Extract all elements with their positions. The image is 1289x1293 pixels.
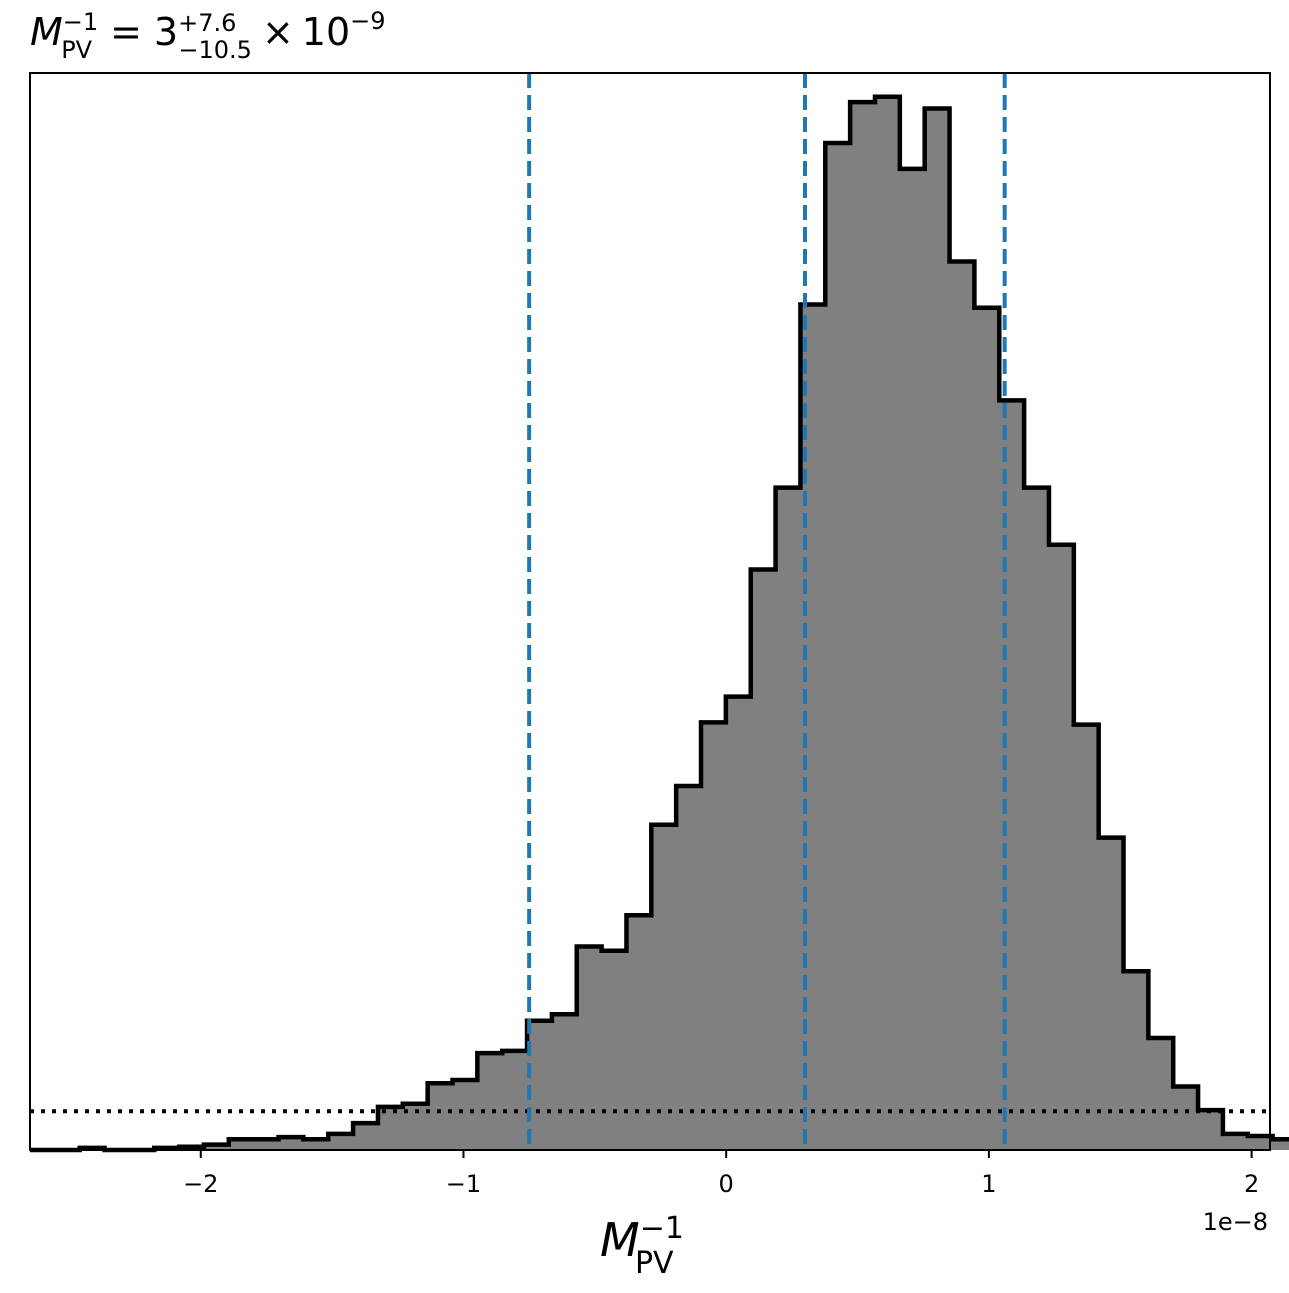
x-axis-ticks: −2 −1 0 1 2 bbox=[183, 1150, 1259, 1198]
histogram-bar bbox=[203, 1144, 230, 1150]
histogram-bar bbox=[1073, 724, 1100, 1150]
histogram-bar bbox=[850, 102, 876, 1151]
histogram-bar bbox=[253, 1139, 280, 1150]
histogram-bar bbox=[353, 1123, 379, 1150]
histogram-bar bbox=[924, 108, 951, 1150]
histogram-bar bbox=[427, 1083, 453, 1150]
histogram-bar bbox=[502, 1050, 528, 1150]
histogram-bar bbox=[1048, 544, 1075, 1150]
histogram-bar bbox=[1198, 1110, 1224, 1150]
histogram-bar bbox=[477, 1053, 503, 1150]
histogram-bar bbox=[527, 1020, 553, 1150]
histogram-bars bbox=[79, 96, 1289, 1151]
histogram-bar bbox=[551, 1014, 578, 1150]
histogram-bar bbox=[1247, 1135, 1274, 1150]
histogram-bar bbox=[1222, 1133, 1249, 1150]
histogram-bar bbox=[1098, 837, 1125, 1150]
x-tick-label: 0 bbox=[719, 1170, 734, 1198]
histogram-bar bbox=[974, 307, 1000, 1150]
histogram-bar bbox=[1123, 971, 1149, 1150]
histogram-bar bbox=[676, 785, 702, 1150]
histogram-bar bbox=[1173, 1086, 1199, 1150]
histogram-bar bbox=[377, 1106, 404, 1150]
histogram-bar bbox=[278, 1137, 304, 1150]
histogram-bar bbox=[1272, 1139, 1289, 1150]
histogram-bar bbox=[825, 143, 851, 1150]
x-axis-label: M−1 PV bbox=[600, 1211, 684, 1281]
histogram-bar bbox=[626, 915, 652, 1150]
x-tick-label: −1 bbox=[446, 1170, 481, 1198]
histogram-bar bbox=[899, 168, 926, 1150]
histogram-bar bbox=[775, 487, 801, 1150]
histogram-bar bbox=[874, 96, 901, 1151]
histogram-bar bbox=[576, 946, 603, 1150]
histogram-bar bbox=[328, 1133, 354, 1150]
histogram-bar bbox=[750, 569, 777, 1150]
plot-area bbox=[29, 72, 1289, 1153]
histogram-bar bbox=[452, 1079, 478, 1150]
histogram-bar bbox=[651, 824, 677, 1150]
histogram-bar bbox=[303, 1139, 329, 1150]
histogram-bar bbox=[701, 722, 727, 1150]
axes-frame bbox=[29, 72, 1271, 1151]
x-tick-label: 2 bbox=[1244, 1170, 1259, 1198]
histogram-bar bbox=[725, 696, 752, 1150]
credible-interval-lines bbox=[527, 73, 1007, 1150]
chart-title: M−1 PV = 3+7.6 −10.5 × 10−9 bbox=[30, 7, 386, 64]
x-offset-text: 1e−8 bbox=[1203, 1208, 1268, 1236]
histogram-bar bbox=[601, 950, 627, 1150]
histogram-bar bbox=[228, 1139, 255, 1150]
histogram-bar bbox=[999, 400, 1025, 1151]
x-tick-label: −2 bbox=[183, 1170, 218, 1198]
x-tick-label: 1 bbox=[981, 1170, 996, 1198]
histogram-bar bbox=[1148, 1037, 1174, 1150]
histogram-outline bbox=[30, 94, 1289, 1153]
histogram-bar bbox=[1024, 487, 1050, 1150]
histogram-bar bbox=[949, 261, 975, 1151]
